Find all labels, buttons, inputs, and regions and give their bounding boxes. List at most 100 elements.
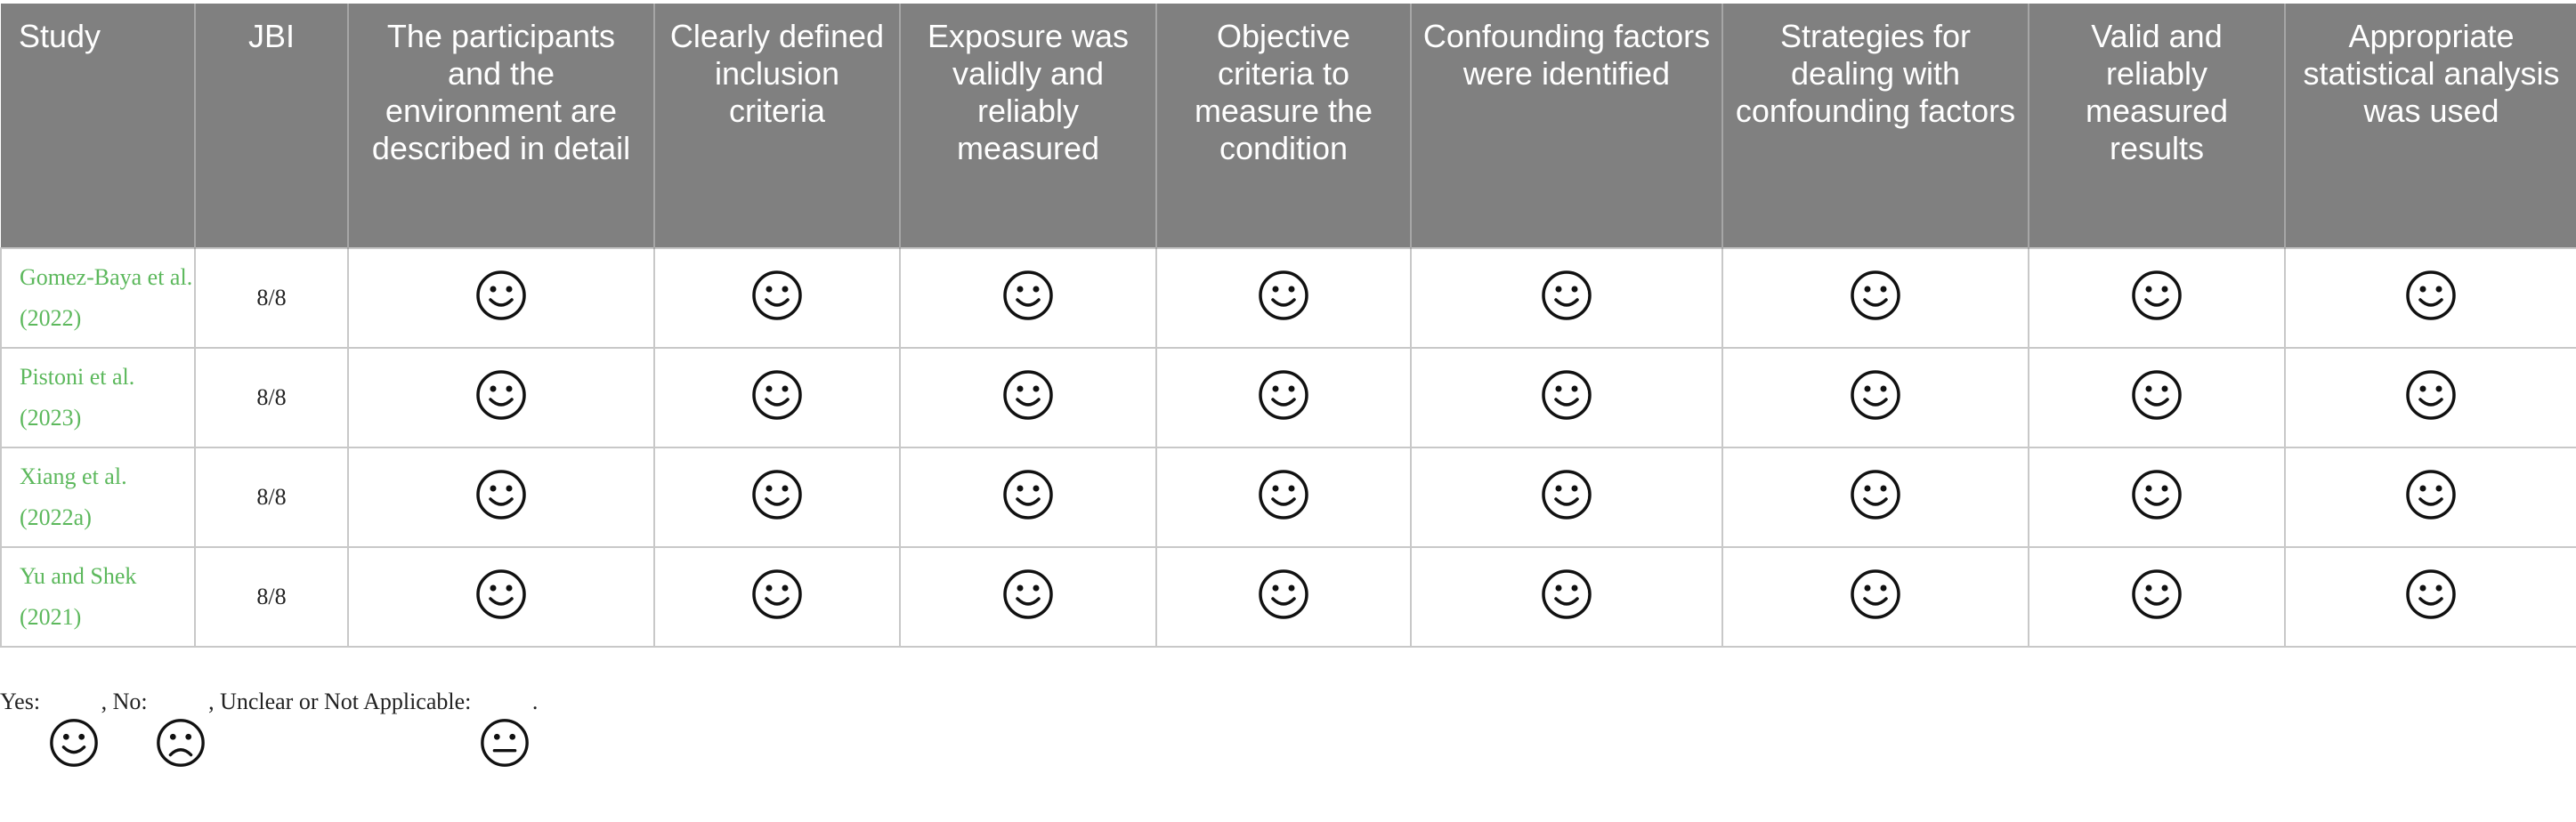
header-valid-results: Valid and reliably measured results [2029, 4, 2286, 248]
header-inclusion-criteria: Clearly defined inclusion criteria [654, 4, 901, 248]
header-objective-criteria: Objective criteria to measure the condit… [1156, 4, 1412, 248]
rating-cell [1410, 447, 1723, 548]
rating-cell [653, 347, 901, 448]
smiley-face-icon [750, 568, 804, 621]
smiley-face-icon [1540, 368, 1593, 422]
rating-cell [653, 247, 901, 349]
rating-cell [899, 447, 1157, 548]
smiley-face-icon [1001, 468, 1055, 521]
smiley-face-icon [2130, 368, 2183, 422]
rating-cell [653, 447, 901, 548]
rating-cell [899, 247, 1157, 349]
rating-cell [2284, 347, 2576, 448]
legend-yes-label: Yes: [0, 689, 46, 714]
smiley-face-icon [1257, 568, 1310, 621]
header-exposure-measured: Exposure was validly and reliably measur… [900, 4, 1157, 248]
smiley-face-icon [1540, 568, 1593, 621]
smiley-face-icon [2404, 568, 2458, 621]
rating-cell [347, 546, 655, 648]
rating-cell [2028, 546, 2286, 648]
rating-cell [1155, 447, 1412, 548]
table-body: Gomez-Baya et al. (2022) 8/8 Pistoni et al… [0, 247, 2576, 648]
rating-cell [1410, 347, 1723, 448]
study-cell: Gomez-Baya et al. (2022) [0, 247, 196, 349]
smiley-face-icon [474, 368, 528, 422]
smiley-face-icon [1257, 368, 1310, 422]
legend: Yes: , No: , Unclear or Not Applicable: … [0, 644, 539, 767]
header-confounding-strategies: Strategies for dealing with confounding … [1722, 4, 2029, 248]
legend-unclear-label: , Unclear or Not Applicable: [208, 689, 477, 714]
quality-assessment-table-wrapper: Study JBI The participants and the envir… [0, 4, 2576, 648]
study-name: Xiang et al. (2022a) [20, 463, 127, 530]
rating-cell [347, 447, 655, 548]
header-confounding-identified: Confounding factors were identified [1411, 4, 1723, 248]
smiley-face-icon [2130, 568, 2183, 621]
rating-cell [2284, 546, 2576, 648]
legend-end: . [531, 689, 539, 714]
rating-cell [347, 347, 655, 448]
rating-cell [899, 347, 1157, 448]
rating-cell [653, 546, 901, 648]
rating-cell [1721, 347, 2029, 448]
smiley-face-icon [474, 269, 528, 322]
smiley-face-icon [474, 568, 528, 621]
smiley-face-icon [1001, 568, 1055, 621]
rating-cell [1721, 546, 2029, 648]
study-cell: Yu and Shek (2021) [0, 546, 196, 648]
smiley-face-icon [2404, 269, 2458, 322]
study-cell: Pistoni et al. (2023) [0, 347, 196, 448]
smiley-face-icon [750, 269, 804, 322]
table-row: Xiang et al. (2022a) 8/8 [0, 447, 2576, 548]
rating-cell [1155, 546, 1412, 648]
smiley-face-icon [1001, 269, 1055, 322]
smiley-face-icon [1849, 269, 1902, 322]
rating-cell [2284, 447, 2576, 548]
rating-cell [2284, 247, 2576, 349]
rating-cell [1410, 247, 1723, 349]
rating-cell [1721, 247, 2029, 349]
rating-cell [1155, 247, 1412, 349]
rating-cell [1721, 447, 2029, 548]
rating-cell [2028, 447, 2286, 548]
study-name: Pistoni et al. (2023) [20, 364, 135, 431]
rating-cell [1155, 347, 1412, 448]
smiley-face-icon [750, 368, 804, 422]
header-jbi: JBI [195, 4, 349, 248]
header-participants-environment: The participants and the environment are… [348, 4, 655, 248]
neutral-face-icon [479, 664, 531, 767]
smiley-face-icon [1849, 468, 1902, 521]
rating-cell [2028, 347, 2286, 448]
legend-no-label: , No: [101, 689, 154, 714]
quality-assessment-table: Study JBI The participants and the envir… [0, 4, 2576, 648]
jbi-score-cell: 8/8 [194, 546, 349, 648]
frowning-face-icon [155, 664, 207, 767]
header-row: Study JBI The participants and the envir… [1, 4, 2576, 248]
smiley-face-icon [2404, 368, 2458, 422]
rating-cell [899, 546, 1157, 648]
table-row: Yu and Shek (2021) 8/8 [0, 546, 2576, 648]
smiley-face-icon [474, 468, 528, 521]
header-study: Study [1, 4, 196, 248]
smiley-face-icon [1849, 568, 1902, 621]
smiley-face-icon [1540, 269, 1593, 322]
smiley-face-icon [1257, 269, 1310, 322]
jbi-score-cell: 8/8 [194, 447, 349, 548]
study-cell: Xiang et al. (2022a) [0, 447, 196, 548]
smiley-face-icon [2130, 269, 2183, 322]
header-statistical-analysis: Appropriate statistical analysis was use… [2285, 4, 2576, 248]
smiley-face-icon [48, 664, 100, 767]
smiley-face-icon [2404, 468, 2458, 521]
table-row: Gomez-Baya et al. (2022) 8/8 [0, 247, 2576, 349]
study-name: Gomez-Baya et al. (2022) [20, 264, 193, 331]
jbi-score-cell: 8/8 [194, 347, 349, 448]
smiley-face-icon [1001, 368, 1055, 422]
smiley-face-icon [1849, 368, 1902, 422]
rating-cell [347, 247, 655, 349]
smiley-face-icon [1257, 468, 1310, 521]
smiley-face-icon [750, 468, 804, 521]
rating-cell [2028, 247, 2286, 349]
study-name: Yu and Shek (2021) [20, 563, 137, 630]
smiley-face-icon [2130, 468, 2183, 521]
table-row: Pistoni et al. (2023) 8/8 [0, 347, 2576, 448]
smiley-face-icon [1540, 468, 1593, 521]
